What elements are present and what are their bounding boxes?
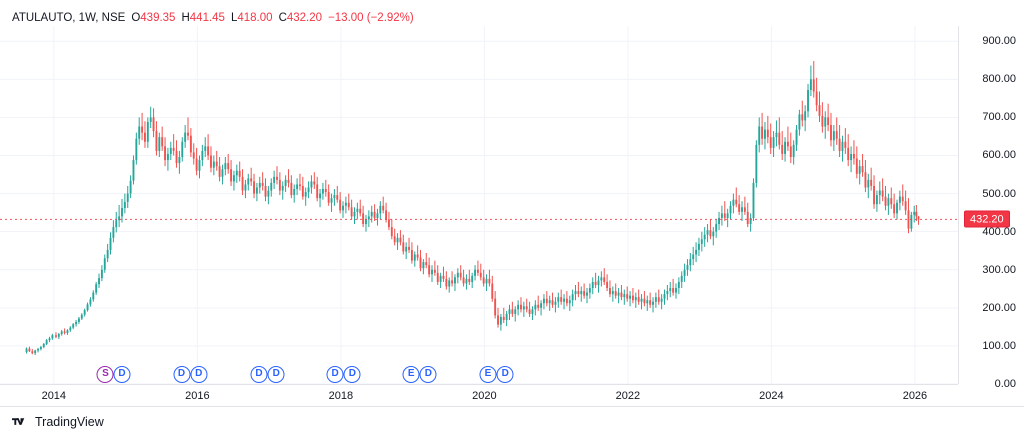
candles-group bbox=[25, 61, 920, 356]
split-marker-icon[interactable]: S bbox=[96, 366, 114, 383]
high-key: H bbox=[181, 12, 190, 24]
chart-footer: TradingView bbox=[0, 406, 1024, 436]
time-tick: 2024 bbox=[759, 390, 784, 402]
low-value: 418.00 bbox=[237, 12, 273, 24]
price-tick: 300.00 bbox=[982, 263, 1016, 276]
price-tick: 700.00 bbox=[982, 111, 1016, 124]
time-axis[interactable]: 2014 2016 2018 2020 2022 2024 2026 bbox=[0, 384, 958, 406]
horizontal-gridlines bbox=[0, 40, 958, 384]
dividend-marker-icon[interactable]: D bbox=[190, 366, 208, 383]
chart-legend[interactable]: ATULAUTO, 1W, NSE O 439.35 H 441.45 L 418.0… bbox=[12, 11, 414, 25]
tradingview-mark-icon bbox=[12, 417, 25, 425]
price-axis-divider bbox=[958, 26, 959, 384]
current-price-badge[interactable]: 432.20 bbox=[964, 210, 1010, 228]
dividend-marker-icon[interactable]: D bbox=[250, 366, 268, 383]
symbol-label[interactable]: ATULAUTO, 1W, NSE bbox=[12, 12, 126, 24]
open-key: O bbox=[131, 12, 141, 24]
time-tick: 2026 bbox=[902, 390, 928, 402]
price-tick: 600.00 bbox=[982, 149, 1016, 162]
price-tick: 500.00 bbox=[982, 187, 1016, 200]
tradingview-wordmark: TradingView bbox=[35, 414, 104, 429]
vertical-gridlines bbox=[53, 26, 916, 384]
dividend-marker-icon[interactable]: D bbox=[419, 366, 437, 383]
price-tick: 0.00 bbox=[994, 378, 1016, 390]
price-tick: 900.00 bbox=[982, 35, 1016, 48]
change-value: −13.00 (−2.92%) bbox=[328, 12, 414, 24]
low-key: L bbox=[230, 12, 238, 24]
candlestick-canvas bbox=[0, 26, 958, 384]
time-tick: 2016 bbox=[185, 390, 210, 402]
tradingview-logo[interactable]: TradingView bbox=[12, 415, 104, 429]
price-axis[interactable]: 900.00 800.00 700.00 600.00 500.00 400.00 300.… bbox=[958, 26, 1024, 390]
price-tick: 200.00 bbox=[982, 301, 1016, 314]
open-value: 439.35 bbox=[140, 12, 176, 24]
dividend-marker-icon[interactable]: E bbox=[479, 366, 497, 383]
time-tick: 2018 bbox=[328, 390, 354, 402]
dividend-marker-icon[interactable]: D bbox=[326, 366, 344, 383]
dividend-marker-icon[interactable]: D bbox=[496, 366, 514, 383]
time-tick: 2022 bbox=[615, 390, 641, 402]
high-value: 441.45 bbox=[189, 12, 225, 24]
time-tick: 2020 bbox=[472, 390, 497, 402]
dividend-marker-icon[interactable]: D bbox=[173, 366, 191, 383]
chart-plot-area[interactable] bbox=[0, 26, 958, 384]
dividend-marker-icon[interactable]: D bbox=[343, 366, 361, 383]
dividend-marker-icon[interactable]: D bbox=[267, 366, 285, 383]
price-tick: 400.00 bbox=[982, 225, 1016, 238]
dividend-marker-icon[interactable]: D bbox=[113, 366, 131, 383]
time-tick: 2014 bbox=[41, 390, 67, 402]
price-tick: 800.00 bbox=[982, 73, 1016, 86]
close-value: 432.20 bbox=[286, 12, 323, 24]
close-key: C bbox=[278, 12, 287, 24]
price-tick: 100.00 bbox=[982, 339, 1016, 352]
dividend-marker-icon[interactable]: E bbox=[402, 366, 420, 383]
